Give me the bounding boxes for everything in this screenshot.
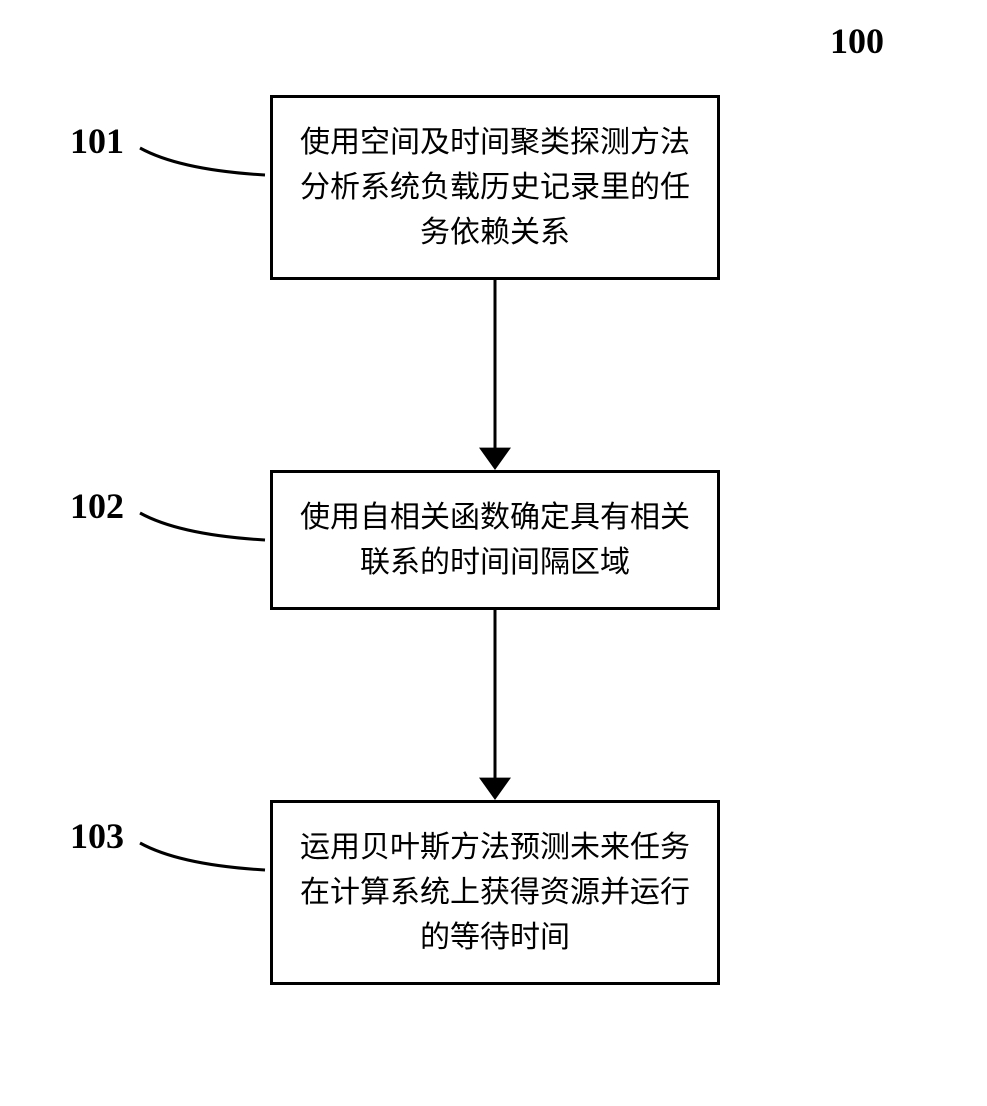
connector-path-103 xyxy=(140,843,265,870)
step-103-box: 运用贝叶斯方法预测未来任务在计算系统上获得资源并运行的等待时间 xyxy=(270,800,720,985)
step-103-text: 运用贝叶斯方法预测未来任务在计算系统上获得资源并运行的等待时间 xyxy=(297,825,693,960)
